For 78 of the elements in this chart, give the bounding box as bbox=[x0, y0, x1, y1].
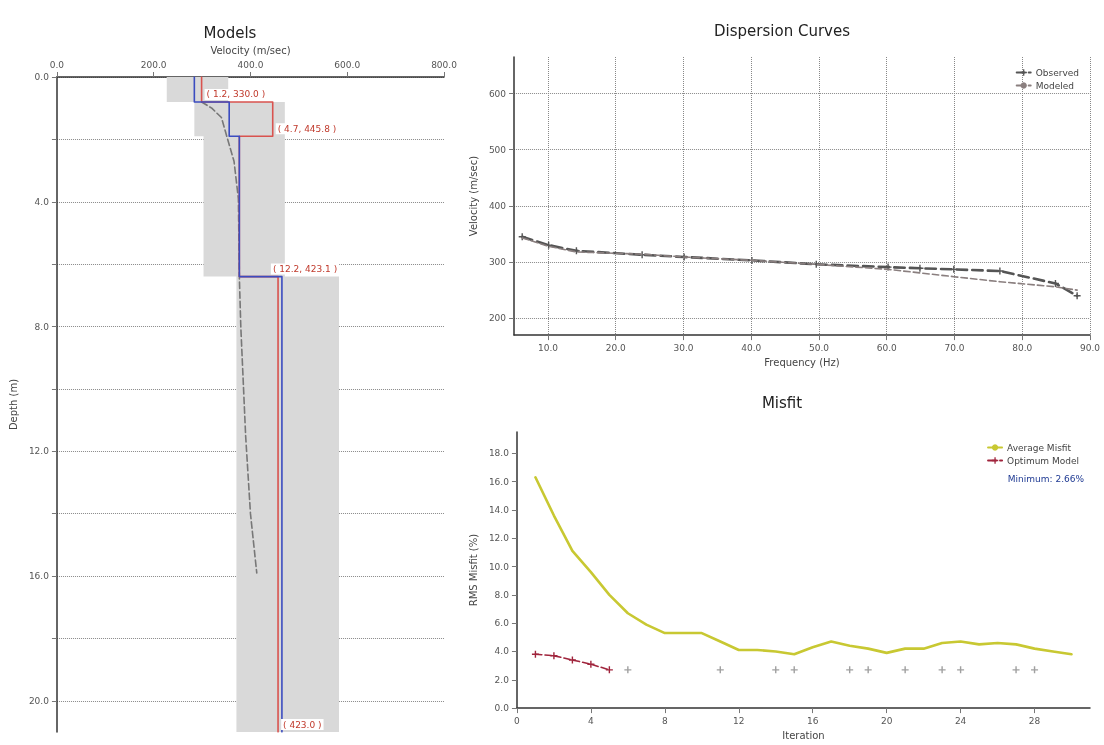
point bbox=[624, 666, 632, 674]
y-tick-label: 4.0 bbox=[494, 646, 510, 657]
x-tick-label: 16 bbox=[806, 715, 819, 726]
x-tick-label: 24 bbox=[954, 715, 967, 726]
point bbox=[772, 666, 780, 674]
point bbox=[938, 666, 946, 674]
legend-label: Average Misfit bbox=[1007, 442, 1072, 453]
y-tick-label: 16.0 bbox=[28, 571, 50, 582]
y-tick-label: 300 bbox=[488, 257, 507, 268]
legend-label: Observed bbox=[1035, 67, 1080, 78]
x-tick-label: 600.0 bbox=[334, 59, 361, 70]
annotation: ( 423.0 ) bbox=[283, 719, 322, 730]
x-tick-label: 8 bbox=[661, 715, 668, 726]
chart-title: Dispersion Curves bbox=[714, 21, 851, 40]
annotation: ( 4.7, 445.8 ) bbox=[277, 123, 337, 134]
y-tick-label: 0.0 bbox=[34, 72, 50, 82]
legend-label: Optimum Model bbox=[1007, 455, 1080, 466]
line-series bbox=[200, 101, 258, 574]
chart-title: Misfit bbox=[761, 393, 803, 412]
x-tick-label: 20.0 bbox=[605, 342, 626, 353]
point bbox=[864, 666, 872, 674]
legend-label: Modeled bbox=[1035, 80, 1074, 91]
y-tick-label: 16.0 bbox=[488, 476, 510, 487]
annotation: ( 12.2, 423.1 ) bbox=[272, 264, 338, 275]
x-tick-label: 60.0 bbox=[876, 342, 898, 353]
x-tick-label: 80.0 bbox=[1012, 342, 1033, 353]
point bbox=[790, 666, 798, 674]
point bbox=[568, 656, 576, 664]
y-tick-label: 12.0 bbox=[28, 446, 50, 457]
chart-title: Models bbox=[203, 23, 257, 42]
y-tick-label: 2.0 bbox=[494, 674, 510, 685]
point bbox=[1073, 292, 1081, 300]
x-tick-label: 28 bbox=[1028, 715, 1041, 726]
y-tick-label: 400 bbox=[488, 200, 507, 211]
x-tick-label: 800.0 bbox=[431, 59, 458, 70]
annotation: Minimum: 2.66% bbox=[1007, 473, 1085, 484]
point bbox=[846, 666, 854, 674]
point bbox=[1031, 666, 1039, 674]
point bbox=[550, 652, 558, 660]
y-tick-label: 500 bbox=[488, 144, 507, 155]
x-axis-title: Frequency (Hz) bbox=[764, 356, 840, 368]
x-tick-label: 0.0 bbox=[49, 59, 65, 70]
x-axis-title: Velocity (m/sec) bbox=[210, 44, 291, 56]
point bbox=[716, 666, 724, 674]
x-tick-label: 90.0 bbox=[1079, 342, 1101, 353]
point bbox=[1012, 666, 1020, 674]
y-tick-label: 0.0 bbox=[494, 703, 510, 714]
x-tick-label: 0 bbox=[514, 715, 521, 726]
y-axis-title: Depth (m) bbox=[7, 378, 19, 431]
y-tick-label: 10.0 bbox=[488, 561, 510, 572]
x-tick-label: 20 bbox=[880, 715, 893, 726]
y-tick-label: 8.0 bbox=[34, 321, 50, 332]
y-tick-label: 14.0 bbox=[488, 504, 510, 515]
x-tick-label: 400.0 bbox=[237, 59, 264, 70]
y-axis-title: RMS Misfit (%) bbox=[467, 533, 479, 607]
x-tick-label: 12 bbox=[733, 715, 745, 726]
y-tick-label: 6.0 bbox=[494, 618, 510, 629]
point bbox=[901, 666, 909, 674]
x-axis-title: Iteration bbox=[782, 729, 825, 741]
y-tick-label: 12.0 bbox=[488, 533, 510, 544]
point bbox=[605, 666, 613, 674]
y-tick-label: 8.0 bbox=[494, 589, 510, 600]
x-tick-label: 4 bbox=[588, 715, 595, 726]
x-tick-label: 200.0 bbox=[140, 59, 167, 70]
y-tick-label: 600 bbox=[488, 88, 507, 99]
point bbox=[587, 660, 595, 668]
x-tick-label: 10.0 bbox=[537, 342, 559, 353]
y-tick-label: 200 bbox=[488, 313, 507, 324]
x-tick-label: 70.0 bbox=[944, 342, 965, 353]
x-tick-label: 30.0 bbox=[673, 342, 694, 353]
y-tick-label: 4.0 bbox=[34, 196, 50, 207]
y-tick-label: 20.0 bbox=[28, 695, 50, 706]
y-axis-title: Velocity (m/sec) bbox=[467, 155, 479, 237]
x-tick-label: 50.0 bbox=[808, 342, 830, 353]
x-tick-label: 40.0 bbox=[741, 342, 762, 353]
annotation: ( 1.2, 330.0 ) bbox=[206, 89, 266, 100]
point bbox=[957, 666, 965, 674]
y-tick-label: 18.0 bbox=[488, 448, 510, 459]
